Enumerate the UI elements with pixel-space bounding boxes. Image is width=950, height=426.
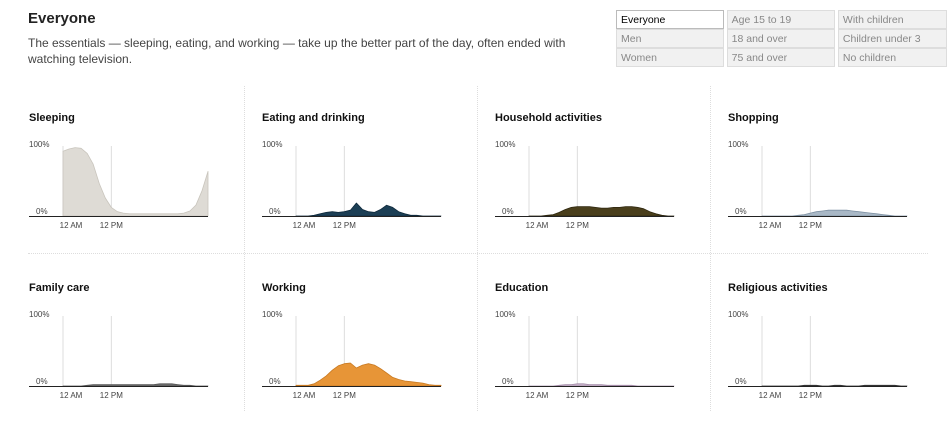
x-tick-label: 12 PM <box>799 221 822 230</box>
panel-religious-activities[interactable]: Religious activities 100% 0% 12 AM 12 PM <box>699 256 931 426</box>
y-tick-label: 0% <box>735 207 747 216</box>
y-tick-label: 100% <box>29 310 49 319</box>
y-tick-label: 0% <box>36 207 48 216</box>
x-tick-label: 12 PM <box>566 391 589 400</box>
y-tick-label: 0% <box>735 377 747 386</box>
x-tick-label: 12 AM <box>60 391 83 400</box>
area-series <box>528 206 675 217</box>
x-tick-label: 12 AM <box>526 221 549 230</box>
filter-children-under-3[interactable]: Children under 3 <box>837 29 947 48</box>
area-chart: 100% 0% 12 AM 12 PM <box>495 140 675 230</box>
y-tick-label: 100% <box>728 310 748 319</box>
panel-title: Family care <box>29 282 90 294</box>
panel-title: Shopping <box>728 112 779 124</box>
filter-18-and-over[interactable]: 18 and over <box>726 29 835 48</box>
filter-no-children[interactable]: No children <box>837 48 947 67</box>
panel-household-activities[interactable]: Household activities 100% 0% 12 AM 12 PM <box>466 86 698 256</box>
x-tick-label: 12 PM <box>566 221 589 230</box>
y-tick-label: 0% <box>269 377 281 386</box>
area-chart: 100% 0% 12 AM 12 PM <box>728 140 908 230</box>
area-chart: 100% 0% 12 AM 12 PM <box>728 310 908 400</box>
y-tick-label: 0% <box>269 207 281 216</box>
area-chart: 100% 0% 12 AM 12 PM <box>262 140 442 230</box>
x-tick-label: 12 PM <box>100 221 123 230</box>
grid-divider <box>477 86 478 411</box>
filter-row: Men 18 and over Children under 3 <box>616 29 947 48</box>
x-tick-label: 12 PM <box>333 221 356 230</box>
x-tick-label: 12 AM <box>293 221 316 230</box>
y-tick-label: 0% <box>502 377 514 386</box>
area-series <box>62 147 209 217</box>
panel-shopping[interactable]: Shopping 100% 0% 12 AM 12 PM <box>699 86 931 256</box>
panel-education[interactable]: Education 100% 0% 12 AM 12 PM <box>466 256 698 426</box>
x-tick-label: 12 PM <box>799 391 822 400</box>
panel-working[interactable]: Working 100% 0% 12 AM 12 PM <box>233 256 465 426</box>
filter-row: Women 75 and over No children <box>616 48 947 67</box>
panel-eating-and-drinking[interactable]: Eating and drinking 100% 0% 12 AM 12 PM <box>233 86 465 256</box>
area-series <box>761 384 908 387</box>
x-tick-label: 12 PM <box>100 391 123 400</box>
filter-table: Everyone Age 15 to 19 With children Men … <box>613 10 950 67</box>
filter-with-children[interactable]: With children <box>837 10 947 29</box>
page-description: The essentials — sleeping, eating, and w… <box>28 36 566 66</box>
x-tick-label: 12 PM <box>333 391 356 400</box>
y-tick-label: 100% <box>29 140 49 149</box>
y-tick-label: 100% <box>495 140 515 149</box>
area-series <box>62 383 209 387</box>
grid-divider <box>710 86 711 411</box>
filter-everyone[interactable]: Everyone <box>616 10 724 29</box>
area-series <box>295 202 442 217</box>
x-tick-label: 12 AM <box>759 391 782 400</box>
filter-women[interactable]: Women <box>616 48 724 67</box>
grid-divider <box>28 253 928 254</box>
panel-title: Eating and drinking <box>262 112 365 124</box>
area-series <box>761 209 908 217</box>
panel-title: Religious activities <box>728 282 828 294</box>
y-tick-label: 0% <box>502 207 514 216</box>
panel-sleeping[interactable]: Sleeping 100% 0% 12 AM 12 PM <box>0 86 232 256</box>
area-chart: 100% 0% 12 AM 12 PM <box>495 310 675 400</box>
panel-title: Household activities <box>495 112 602 124</box>
filter-age-15-to-19[interactable]: Age 15 to 19 <box>726 10 835 29</box>
panel-title: Education <box>495 282 549 294</box>
x-tick-label: 12 AM <box>759 221 782 230</box>
area-chart: 100% 0% 12 AM 12 PM <box>29 310 209 400</box>
area-series <box>528 383 675 387</box>
x-tick-label: 12 AM <box>60 221 83 230</box>
y-tick-label: 100% <box>728 140 748 149</box>
grid-divider <box>244 86 245 411</box>
area-chart: 100% 0% 12 AM 12 PM <box>29 140 209 230</box>
area-chart: 100% 0% 12 AM 12 PM <box>262 310 442 400</box>
filter-row: Everyone Age 15 to 19 With children <box>616 10 947 29</box>
panel-title: Sleeping <box>29 112 75 124</box>
area-series <box>295 362 442 387</box>
filter-men[interactable]: Men <box>616 29 724 48</box>
y-tick-label: 100% <box>262 310 282 319</box>
y-tick-label: 0% <box>36 377 48 386</box>
y-tick-label: 100% <box>495 310 515 319</box>
x-tick-label: 12 AM <box>293 391 316 400</box>
x-tick-label: 12 AM <box>526 391 549 400</box>
y-tick-label: 100% <box>262 140 282 149</box>
page-title: Everyone <box>28 10 96 27</box>
filter-75-and-over[interactable]: 75 and over <box>726 48 835 67</box>
panel-family-care[interactable]: Family care 100% 0% 12 AM 12 PM <box>0 256 232 426</box>
panel-title: Working <box>262 282 306 294</box>
